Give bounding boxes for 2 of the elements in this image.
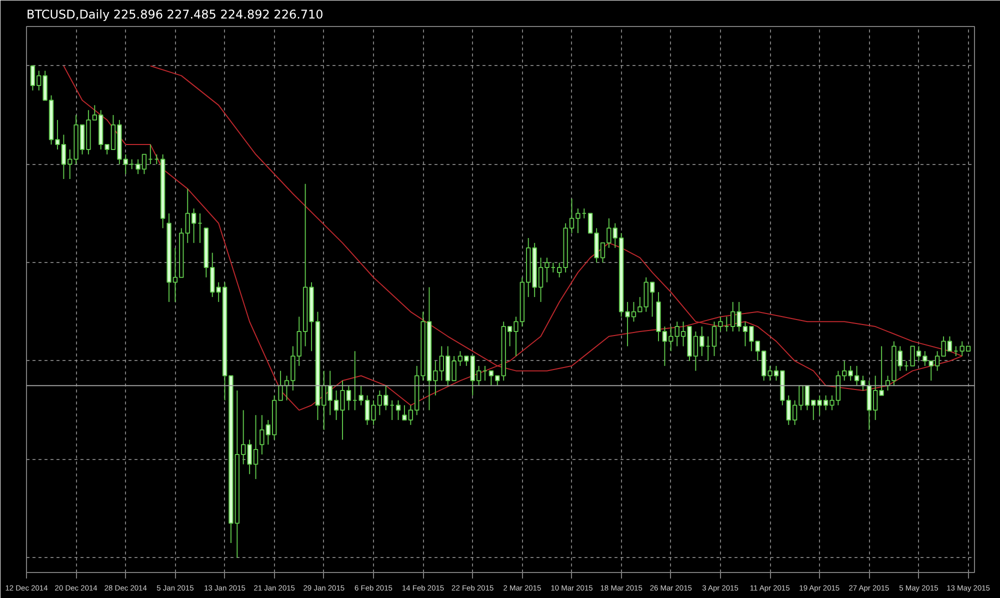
chart-title: BTCUSD,Daily 225.896 227.485 224.892 226.710 [26, 8, 324, 22]
candlestick [396, 400, 401, 421]
